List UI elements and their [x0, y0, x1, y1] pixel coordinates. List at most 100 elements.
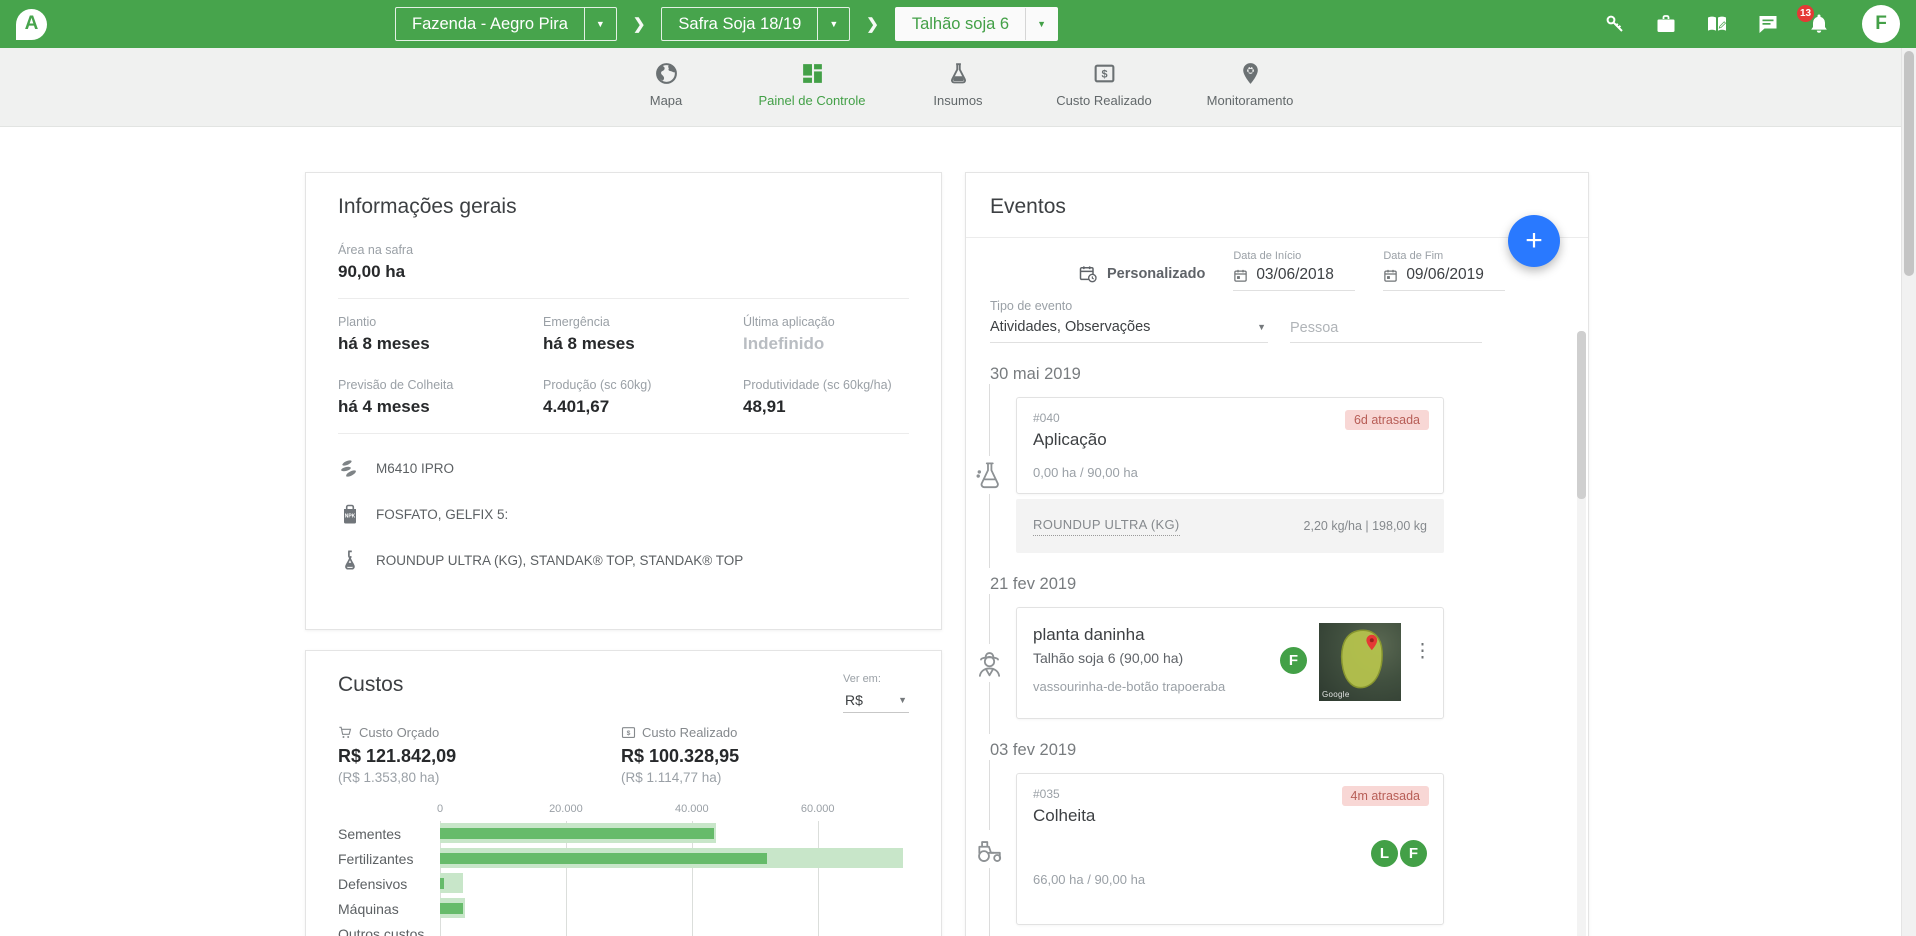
period-label: Personalizado	[1107, 266, 1205, 282]
field-value: 90,00 ha	[338, 262, 909, 282]
person-badge: L	[1371, 840, 1398, 867]
chart-category-label: Outros custos	[338, 921, 440, 936]
late-badge: 4m atrasada	[1342, 786, 1429, 806]
tab-mapa[interactable]: Mapa	[607, 48, 725, 126]
event-block-colheita: #035 Colheita 66,00 ha / 90,00 ha 4m atr…	[1016, 773, 1444, 925]
view-in-value: R$	[845, 692, 863, 708]
chart-bar-row	[440, 921, 909, 936]
event-type-field: Tipo de evento Atividades, Observações ▼	[990, 299, 1268, 343]
panel-title: Custos	[338, 673, 403, 697]
tab-painel-de-controle[interactable]: Painel de Controle	[753, 48, 871, 126]
user-avatar[interactable]: F	[1862, 5, 1900, 43]
field-value: Indefinido	[743, 334, 909, 354]
person-field	[1290, 314, 1482, 343]
date-start-input[interactable]: 03/06/2018	[1233, 262, 1355, 291]
chevron-right-icon: ❯	[633, 15, 646, 33]
chart-category-label: Sementes	[338, 821, 440, 846]
person-input[interactable]	[1290, 314, 1482, 343]
event-block-observacao: planta daninha Talhão soja 6 (90,00 ha) …	[1016, 607, 1444, 719]
events-panel: Eventos + Personalizado Data de Início	[965, 172, 1589, 936]
bar-realized	[440, 903, 463, 914]
field-value: 48,91	[743, 397, 909, 417]
chart-tick-label: 0	[437, 803, 443, 815]
map-attribution: Google	[1322, 690, 1350, 699]
event-title: Colheita	[1033, 806, 1427, 826]
chevron-right-icon: ❯	[866, 15, 879, 33]
chevron-down-icon[interactable]: ▼	[817, 8, 849, 40]
tab-custo-realizado[interactable]: $ Custo Realizado	[1045, 48, 1163, 126]
seeds-row: M6410 IPRO	[338, 456, 909, 480]
chevron-down-icon[interactable]: ▼	[1025, 8, 1057, 40]
view-in-select[interactable]: R$ ▼	[843, 688, 909, 713]
notification-count-badge: 13	[1797, 5, 1814, 22]
fertilizers-value: FOSFATO, GELFIX 5:	[376, 507, 508, 522]
timeline-date-header: 03 fev 2019	[990, 741, 1588, 760]
view-in-label: Ver em:	[843, 673, 909, 685]
briefcase-icon[interactable]	[1654, 12, 1678, 36]
page-scrollbar-thumb[interactable]	[1904, 51, 1914, 276]
flask-icon	[338, 548, 362, 572]
dashboard-icon	[800, 61, 825, 86]
kebab-menu-icon[interactable]: ⋮	[1413, 640, 1429, 704]
money-box-icon: $	[621, 725, 636, 740]
chart-tick-label: 40.000	[675, 803, 709, 815]
chart-bar-row	[440, 846, 909, 871]
tab-monitoramento[interactable]: Monitoramento	[1191, 48, 1309, 126]
fertilizer-bag-icon: NPK	[338, 502, 362, 526]
field-value: há 8 meses	[338, 334, 543, 354]
cost-value: R$ 121.842,09	[338, 746, 621, 767]
field-value: há 8 meses	[543, 334, 743, 354]
key-icon[interactable]	[1603, 12, 1627, 36]
app-header: A Fazenda - Aegro Pira ▼ ❯ Safra Soja 18…	[0, 0, 1916, 48]
field-notebook-icon[interactable]	[1705, 12, 1729, 36]
event-subtitle: Talhão soja 6 (90,00 ha)	[1033, 650, 1280, 666]
panel-title: Eventos	[990, 195, 1564, 219]
add-event-button[interactable]: +	[1508, 215, 1560, 267]
tractor-icon	[970, 830, 1008, 868]
event-progress: 66,00 ha / 90,00 ha	[1033, 872, 1427, 887]
timeline-date-header: 21 fev 2019	[990, 575, 1588, 594]
chat-icon[interactable]	[1756, 12, 1780, 36]
product-link[interactable]: ROUNDUP ULTRA (KG)	[1033, 517, 1180, 536]
tab-label: Monitoramento	[1207, 93, 1294, 109]
defensives-row: ROUNDUP ULTRA (KG), STANDAK® TOP, STANDA…	[338, 548, 909, 572]
period-selector[interactable]: Personalizado	[1078, 264, 1205, 291]
view-in-control: Ver em: R$ ▼	[843, 673, 909, 713]
event-card-aplicacao[interactable]: #040 Aplicação 0,00 ha / 90,00 ha 6d atr…	[1016, 397, 1444, 494]
divider	[338, 433, 909, 434]
date-end-value: 09/06/2019	[1406, 266, 1484, 284]
field-map-thumbnail[interactable]: Google	[1319, 623, 1401, 701]
cost-label: Custo Realizado	[642, 725, 737, 740]
chart-category-label: Fertilizantes	[338, 846, 440, 871]
event-type-select[interactable]: Atividades, Observações ▼	[990, 313, 1268, 343]
breadcrumb-farm-button[interactable]: Fazenda - Aegro Pira ▼	[395, 7, 617, 41]
cart-icon	[338, 725, 353, 740]
money-box-icon: $	[1092, 61, 1117, 86]
farmer-icon	[970, 644, 1008, 682]
notifications-bell[interactable]: 13	[1807, 12, 1831, 36]
date-end-label: Data de Fim	[1383, 250, 1505, 262]
calendar-icon	[1383, 268, 1398, 283]
breadcrumb-field-button[interactable]: Talhão soja 6 ▼	[895, 7, 1058, 41]
event-card-colheita[interactable]: #035 Colheita 66,00 ha / 90,00 ha 4m atr…	[1016, 773, 1444, 925]
event-card-planta-daninha[interactable]: planta daninha Talhão soja 6 (90,00 ha) …	[1016, 607, 1444, 719]
cost-label: Custo Orçado	[359, 725, 439, 740]
field-value: há 4 meses	[338, 397, 543, 417]
events-scrollbar-thumb[interactable]	[1577, 331, 1586, 499]
breadcrumb-farm-label: Fazenda - Aegro Pira	[396, 8, 584, 40]
calendar-icon	[1233, 268, 1248, 283]
chevron-down-icon[interactable]: ▼	[584, 8, 616, 40]
events-timeline: 30 mai 2019 #040 Aplicação 0,00 ha / 90,…	[966, 365, 1588, 925]
tab-label: Custo Realizado	[1056, 93, 1151, 109]
event-title: Aplicação	[1033, 430, 1427, 450]
field-label: Emergência	[543, 315, 743, 329]
date-end-input[interactable]: 09/06/2019	[1383, 262, 1505, 291]
field-label: Produtividade (sc 60kg/ha)	[743, 378, 909, 392]
tab-insumos[interactable]: Insumos	[899, 48, 1017, 126]
event-type-value: Atividades, Observações	[990, 319, 1150, 335]
main-nav-tabs: Mapa Painel de Controle Insumos $ Custo …	[0, 48, 1916, 127]
breadcrumb-season-button[interactable]: Safra Soja 18/19 ▼	[661, 7, 850, 41]
aegro-logo-icon[interactable]: A	[16, 9, 47, 40]
event-block-aplicacao: #040 Aplicação 0,00 ha / 90,00 ha 6d atr…	[1016, 397, 1444, 553]
info-grid: Plantio há 8 meses Emergência há 8 meses…	[338, 315, 909, 417]
